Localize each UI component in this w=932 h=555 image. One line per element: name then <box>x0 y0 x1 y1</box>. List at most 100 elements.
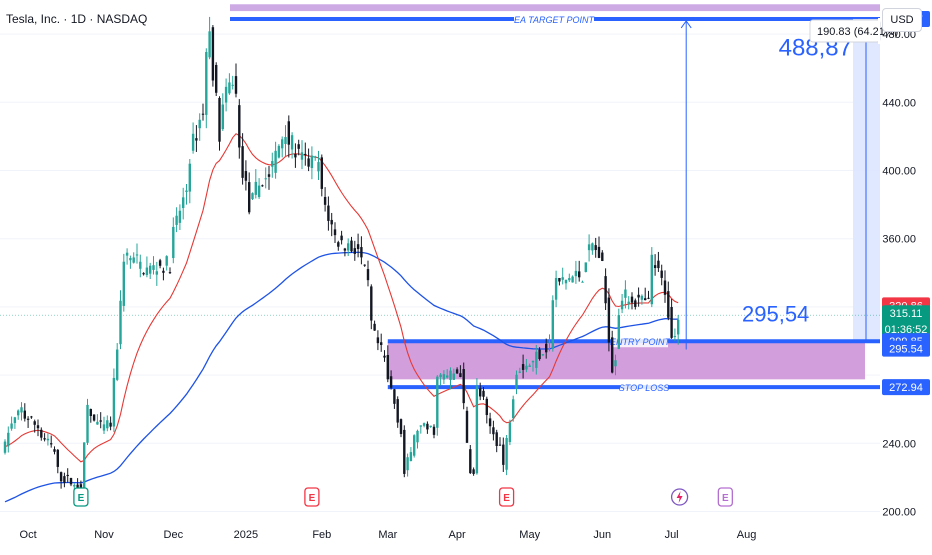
candle-body <box>393 389 396 404</box>
price-badge <box>882 379 930 396</box>
candle-body <box>449 370 452 380</box>
candle-body <box>320 157 323 189</box>
candle-body <box>465 410 469 443</box>
candle-body <box>630 296 634 303</box>
candle-body <box>66 474 69 477</box>
candle-body <box>304 153 307 156</box>
candle-body <box>422 423 426 426</box>
candle-body <box>607 297 611 343</box>
candle-body <box>462 369 465 404</box>
candle-body <box>419 425 422 427</box>
candle-body <box>195 138 198 141</box>
candle-body <box>568 278 571 281</box>
candle-body <box>109 422 112 427</box>
candle-body <box>158 260 162 266</box>
candle-body <box>558 278 561 282</box>
candle-body <box>518 371 521 373</box>
candle-body <box>112 377 116 427</box>
candle-body <box>571 276 574 283</box>
candle-body <box>224 86 228 103</box>
candle-body <box>102 424 106 431</box>
candle-body <box>373 323 376 331</box>
candle-body <box>46 438 50 441</box>
price-badge-label: 315.11 <box>890 308 923 320</box>
candle-body <box>469 449 472 474</box>
earnings-marker <box>304 487 320 507</box>
candle-body <box>152 265 155 270</box>
candle-body <box>650 254 653 305</box>
candle-body <box>389 376 393 388</box>
candle-body <box>488 418 492 427</box>
candle-body <box>429 425 432 427</box>
candle-body <box>3 441 7 453</box>
candle-body <box>551 300 554 349</box>
candle-body <box>455 369 459 374</box>
currency-button[interactable]: USD <box>882 8 922 32</box>
x-tick-label: Aug <box>737 529 757 541</box>
candle-body <box>142 273 145 275</box>
candle-body <box>125 252 129 256</box>
candle-body <box>33 421 36 425</box>
candle-body <box>353 248 356 254</box>
candle-body <box>482 390 485 397</box>
candle-body <box>116 349 119 380</box>
candle-body <box>554 278 558 300</box>
candle-body <box>670 306 673 338</box>
candle-body <box>508 422 512 443</box>
price-badge <box>882 305 930 340</box>
candle-body <box>129 258 132 261</box>
candle-body <box>634 300 637 307</box>
candle-body <box>502 444 505 465</box>
candle-body <box>611 337 614 373</box>
candle-body <box>274 150 277 173</box>
candle-body <box>221 104 224 130</box>
candle-body <box>380 342 383 345</box>
candle-body <box>205 51 208 115</box>
candle-body <box>525 365 528 370</box>
candle-body <box>40 429 43 438</box>
candle-body <box>386 355 389 380</box>
candle-body <box>350 240 353 252</box>
candle-body <box>604 276 607 304</box>
candle-body <box>26 418 30 420</box>
candle-body <box>406 457 409 471</box>
candle-body <box>218 97 221 142</box>
candle-body <box>432 426 436 435</box>
x-tick-label: Apr <box>449 529 466 541</box>
candle-body <box>228 82 231 94</box>
candle-body <box>17 410 20 416</box>
candle-body <box>135 254 139 256</box>
candle-body <box>119 300 122 345</box>
candle-body <box>512 399 515 419</box>
y-tick-label: 360.00 <box>882 234 916 246</box>
candle-body <box>178 210 182 223</box>
candle-body <box>310 155 314 169</box>
candle-body <box>561 277 564 280</box>
candle-body <box>297 144 300 149</box>
candle-body <box>59 472 63 482</box>
candle-body <box>191 133 195 151</box>
target-band <box>230 4 880 12</box>
y-tick-label: 400.00 <box>882 165 916 177</box>
x-tick-label: Feb <box>312 529 331 541</box>
candle-body <box>69 477 73 485</box>
candle-body <box>472 469 475 474</box>
candle-body <box>413 435 416 456</box>
candle-body <box>505 438 508 470</box>
candle-body <box>287 121 290 145</box>
candle-body <box>96 421 99 425</box>
y-tick-label: 440.00 <box>882 97 916 109</box>
candle-body <box>244 171 248 181</box>
x-tick-label: Oct <box>20 529 37 541</box>
candle-body <box>528 365 531 367</box>
candle-body <box>416 430 419 443</box>
candle-body <box>92 414 96 421</box>
candle-body <box>673 336 677 338</box>
candle-body <box>257 185 261 198</box>
candle-body <box>271 161 274 167</box>
candle-body <box>23 410 26 419</box>
x-tick-label: Dec <box>164 529 184 541</box>
candle-body <box>340 235 343 241</box>
